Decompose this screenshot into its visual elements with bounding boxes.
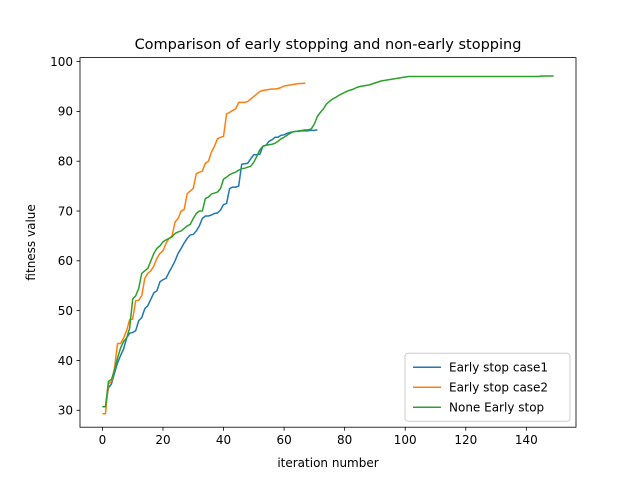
y-tick-label: 70 bbox=[58, 204, 73, 218]
legend-label: Early stop case1 bbox=[449, 361, 548, 375]
x-tick-label: 20 bbox=[155, 433, 170, 447]
legend-label: None Early stop bbox=[449, 401, 544, 415]
axes-frame bbox=[79, 57, 577, 428]
x-axis-label: iteration number bbox=[277, 456, 378, 470]
x-tick-label: 40 bbox=[216, 433, 231, 447]
y-tick-label: 40 bbox=[58, 354, 73, 368]
x-tick-label: 120 bbox=[454, 433, 477, 447]
y-tick-label: 50 bbox=[58, 304, 73, 318]
x-tick-label: 100 bbox=[394, 433, 417, 447]
legend: Early stop case1 Early stop case2 None Ear… bbox=[404, 352, 571, 422]
y-axis-label: fitness value bbox=[24, 204, 38, 280]
legend-label: Early stop case2 bbox=[449, 381, 548, 395]
series-line-1 bbox=[102, 129, 318, 408]
y-tick-label: 90 bbox=[58, 105, 73, 119]
y-tick-label: 80 bbox=[58, 155, 73, 169]
series-layer bbox=[102, 75, 554, 415]
y-tick-label: 30 bbox=[58, 404, 73, 418]
x-tick-label: 80 bbox=[337, 433, 352, 447]
x-tick-label: 60 bbox=[276, 433, 291, 447]
y-tick-label: 60 bbox=[58, 254, 73, 268]
x-tick-label: 0 bbox=[99, 433, 107, 447]
series-line-2 bbox=[102, 82, 306, 415]
series-line-3 bbox=[102, 75, 554, 408]
y-tick-label: 100 bbox=[50, 55, 73, 69]
x-tick-label: 140 bbox=[515, 433, 538, 447]
axes-layer: 0 20 40 60 80 100 120 140 30 40 50 60 70 80 90 100 bbox=[50, 55, 577, 447]
legend-box bbox=[404, 352, 571, 422]
chart-title: Comparison of early stopping and non-ear… bbox=[135, 37, 522, 53]
